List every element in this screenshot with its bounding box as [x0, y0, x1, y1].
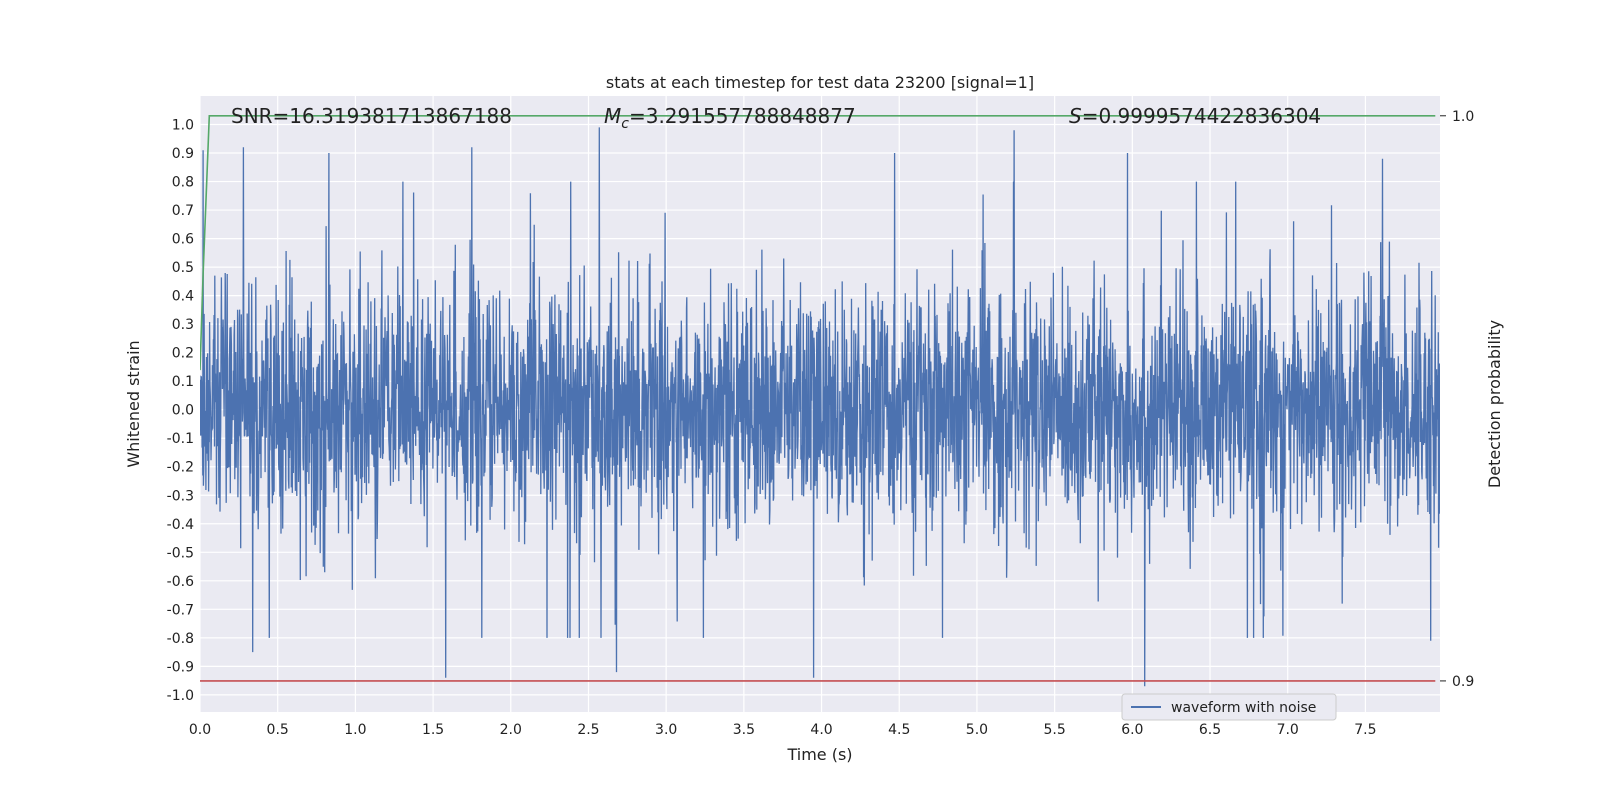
statistic-value: =0.9999574422836304	[1082, 104, 1321, 128]
x-tick-label: 2.5	[577, 722, 599, 738]
series-waveform-with-noise	[200, 127, 1440, 687]
y-tick-label: -0.4	[167, 517, 194, 533]
x-tick-label: 6.0	[1121, 722, 1143, 738]
series-detection-probability	[200, 115, 1436, 371]
y-tick-label: 0.8	[172, 175, 194, 191]
y-tick-label: 0.1	[172, 374, 194, 390]
y2-tick-label: 0.9	[1452, 674, 1474, 690]
x-tick-label: 3.0	[655, 722, 677, 738]
snr-annotation: SNR=16.319381713867188	[231, 104, 512, 128]
x-tick-label: 6.5	[1199, 722, 1221, 738]
y-tick-label: -1.0	[167, 688, 194, 704]
y-tick-label: -0.6	[167, 574, 194, 590]
y-tick-label: -0.9	[167, 659, 194, 675]
x-tick-label: 5.0	[966, 722, 988, 738]
y-tick-label: -0.1	[167, 431, 194, 447]
y-tick-label: -0.2	[167, 460, 194, 476]
series-layer	[200, 115, 1440, 687]
y-tick-label: 1.0	[172, 118, 194, 134]
x-tick-label: 2.0	[500, 722, 522, 738]
x-tick-label: 7.0	[1277, 722, 1299, 738]
y-tick-label: 0.7	[172, 203, 194, 219]
x-axis-label: Time (s)	[786, 745, 852, 764]
legend-box	[1121, 693, 1337, 721]
y-tick-label: -0.8	[167, 631, 194, 647]
x-tick-label: 0.5	[267, 722, 289, 738]
y-tick-label: 0.5	[172, 260, 194, 276]
x-tick-label: 1.0	[344, 722, 366, 738]
y-tick-label: 0.9	[172, 146, 194, 162]
chart-title: stats at each timestep for test data 232…	[606, 73, 1034, 92]
y-tick-label: 0.0	[172, 403, 194, 419]
chirp-mass-value: =3.291557788848877	[629, 104, 856, 128]
statistic-symbol: S	[1069, 104, 1082, 128]
x-tick-label: 7.5	[1354, 722, 1376, 738]
axes: 0.0 0.5 1.0 1.5 2.0 2.5 3.0 3.5 4.0 4.5 5.0 5.5 6.0 6…	[167, 109, 1475, 738]
y-axis-label: Whitened strain	[124, 340, 143, 467]
statistic-annotation: S=0.9999574422836304	[1069, 104, 1321, 128]
legend: waveform with noise	[1121, 693, 1337, 721]
y-tick-label: -0.7	[167, 602, 194, 618]
x-tick-label: 0.0	[189, 722, 211, 738]
y2-tick-label: 1.0	[1452, 109, 1474, 125]
x-tick-label: 4.0	[810, 722, 832, 738]
x-tick-label: 5.5	[1044, 722, 1066, 738]
y-tick-label: -0.3	[167, 488, 194, 504]
chirp-mass-annotation: Mc=3.291557788848877	[604, 104, 856, 132]
chirp-mass-subscript: c	[621, 116, 629, 132]
y-tick-label: 0.6	[172, 232, 194, 248]
y-tick-label: 0.3	[172, 317, 194, 333]
y-tick-label: 0.4	[172, 289, 194, 305]
legend-label: waveform with noise	[1171, 700, 1316, 716]
x-tick-label: 3.5	[733, 722, 755, 738]
y2-axis-label: Detection probability	[1485, 320, 1504, 488]
y-tick-label: 0.2	[172, 346, 194, 362]
x-tick-label: 1.5	[422, 722, 444, 738]
x-tick-label: 4.5	[888, 722, 910, 738]
chirp-mass-symbol: M	[604, 104, 621, 128]
y-tick-label: -0.5	[167, 545, 194, 561]
